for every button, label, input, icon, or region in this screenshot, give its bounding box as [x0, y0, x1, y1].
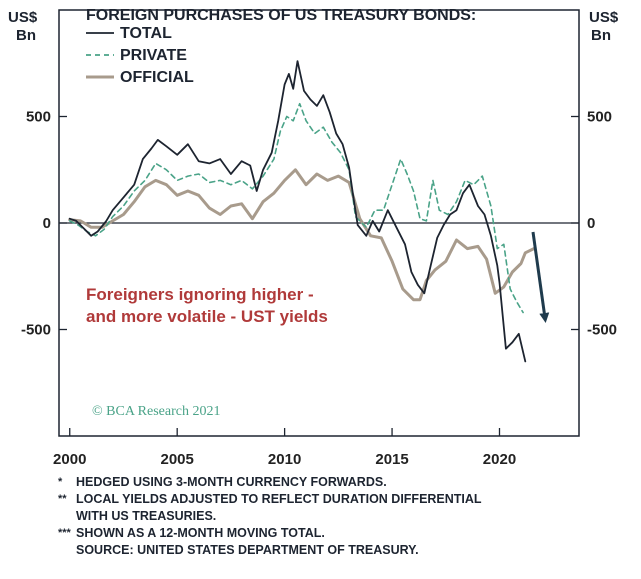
- credit: © BCA Research 2021: [92, 404, 220, 419]
- y-axis-left: 500 0 -500: [21, 109, 67, 339]
- y-right-tick-label: -500: [587, 322, 617, 339]
- x-axis: 2000 2005 2010 2015 2020: [53, 428, 516, 468]
- footnotes: * HEDGED USING 3-MONTH CURRENCY FORWARDS.…: [58, 474, 628, 559]
- right-unit-bn: Bn: [591, 27, 611, 44]
- chart-title: FOREIGN PURCHASES OF US TREASURY BONDS:: [86, 7, 476, 24]
- y-left-tick-label: 500: [26, 109, 51, 126]
- y-right-tick-label: 500: [587, 109, 612, 126]
- footnote-line: *** SHOWN AS A 12-MONTH MOVING TOTAL.: [58, 525, 628, 542]
- footnote-text: LOCAL YIELDS ADJUSTED TO REFLECT DURATIO…: [76, 492, 482, 506]
- footnote-text: SOURCE: UNITED STATES DEPARTMENT OF TREA…: [76, 543, 419, 557]
- callout-line-2: and more volatile - UST yields: [86, 307, 328, 326]
- footnote-line: SOURCE: UNITED STATES DEPARTMENT OF TREA…: [58, 542, 628, 559]
- left-unit-bn: Bn: [16, 27, 36, 44]
- x-tick-label: 2000: [53, 451, 86, 468]
- x-tick-label: 2020: [483, 451, 516, 468]
- footnote-text: SHOWN AS A 12-MONTH MOVING TOTAL.: [76, 526, 325, 540]
- series-line-private: [68, 102, 524, 314]
- y-left-tick-label: 0: [43, 215, 51, 232]
- legend-label-total: TOTAL: [120, 25, 172, 42]
- series-line-total: [68, 60, 527, 363]
- x-tick-label: 2015: [375, 451, 408, 468]
- footnote-line: * HEDGED USING 3-MONTH CURRENCY FORWARDS.: [58, 474, 628, 491]
- y-right-tick-label: 0: [587, 215, 595, 232]
- callout-line-1: Foreigners ignoring higher -: [86, 285, 314, 304]
- footnote-text: HEDGED USING 3-MONTH CURRENCY FORWARDS.: [76, 475, 387, 489]
- footnote-line: WITH US TREASURIES.: [58, 508, 628, 525]
- footnote-line: ** LOCAL YIELDS ADJUSTED TO REFLECT DURAT…: [58, 491, 628, 508]
- y-left-tick-label: -500: [21, 322, 51, 339]
- series-line-official: [68, 168, 536, 302]
- left-unit-us: US$: [8, 9, 38, 26]
- footnote-mark: ***: [58, 527, 71, 539]
- legend: TOTAL PRIVATE OFFICIAL: [86, 25, 194, 86]
- footnote-mark: **: [58, 493, 67, 505]
- series-layer: [68, 60, 536, 363]
- legend-label-private: PRIVATE: [120, 47, 187, 64]
- footnote-text: WITH US TREASURIES.: [76, 509, 217, 523]
- downward-arrow: [531, 231, 550, 323]
- right-unit-us: US$: [589, 9, 619, 26]
- y-axis-right: 500 0 -500: [571, 109, 617, 339]
- x-tick-label: 2005: [160, 451, 193, 468]
- x-tick-label: 2010: [268, 451, 301, 468]
- footnote-mark: *: [58, 476, 63, 488]
- legend-label-official: OFFICIAL: [120, 69, 194, 86]
- chart: 500 0 -500 500 0 -500 2000 2005 2010 2015 2020 U…: [8, 7, 619, 468]
